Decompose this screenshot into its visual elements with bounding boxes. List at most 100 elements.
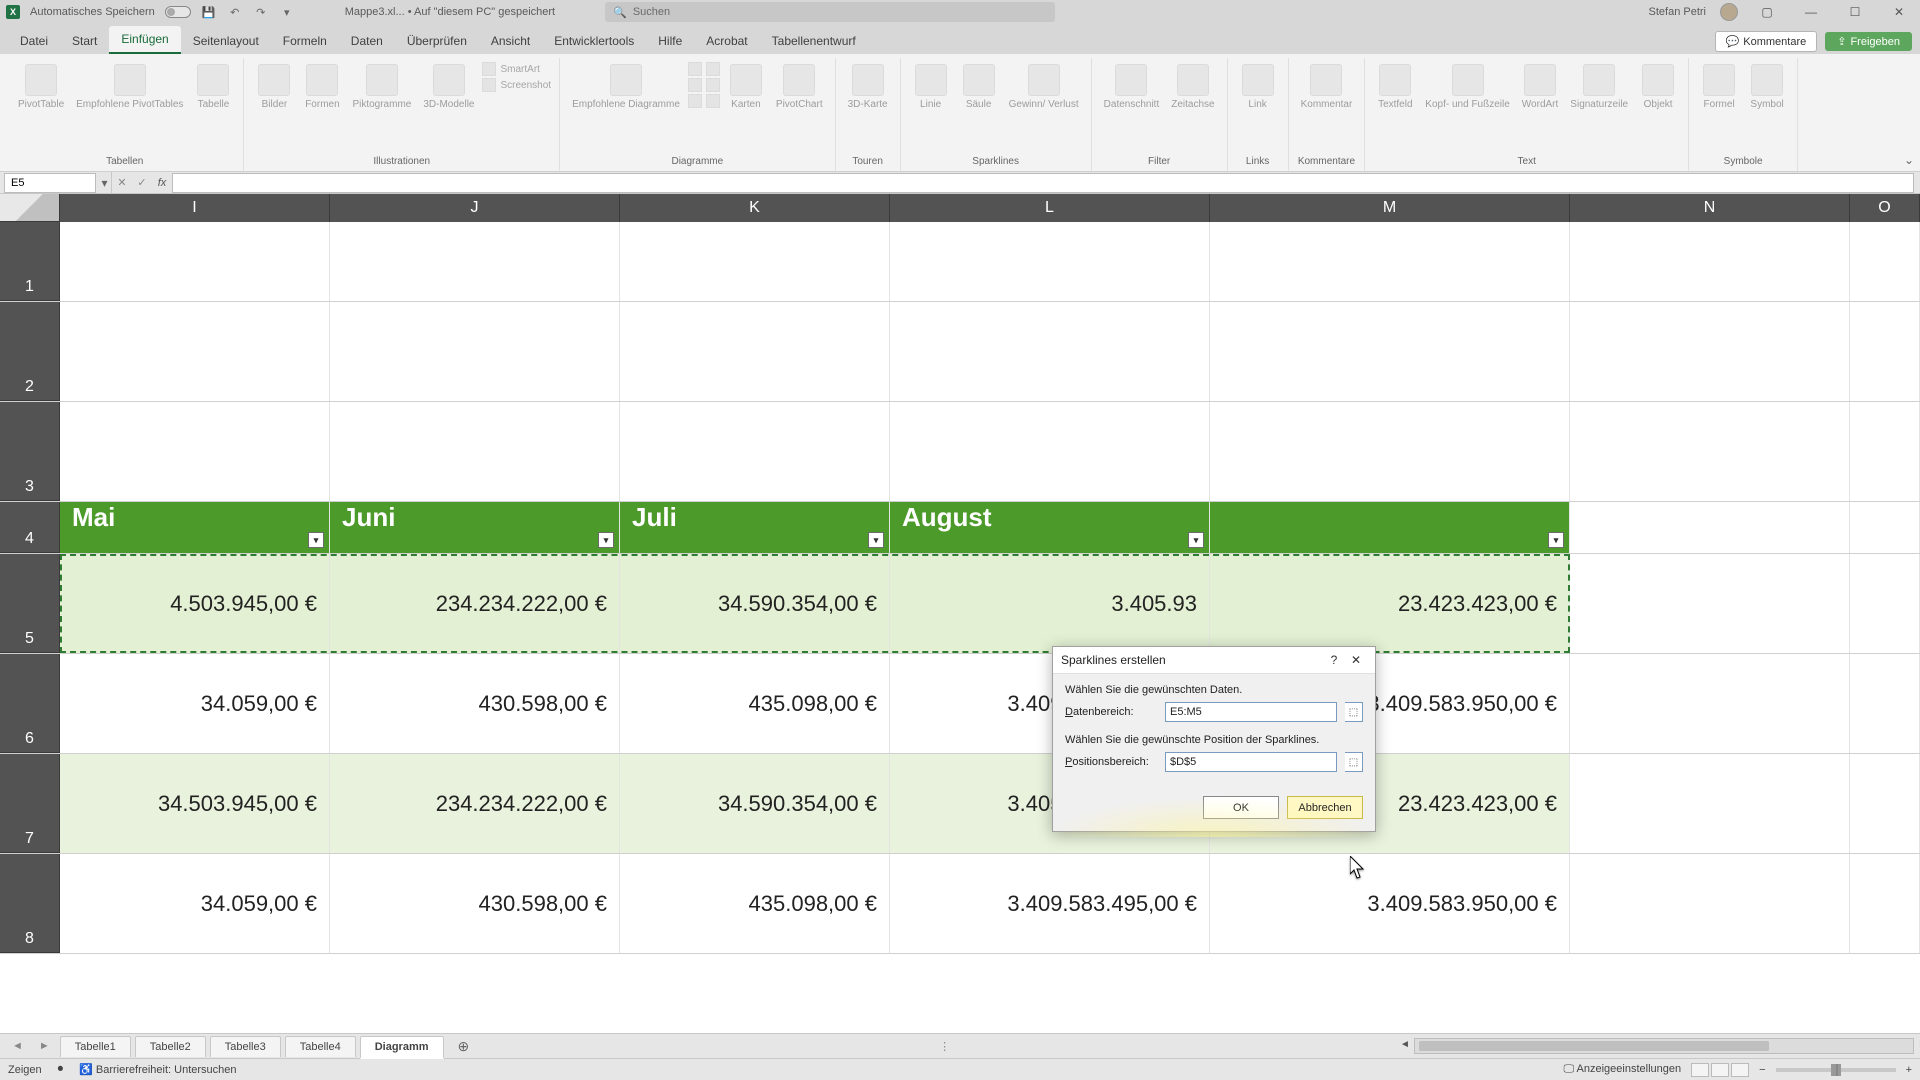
ribbon-tab-seitenlayout[interactable]: Seitenlayout	[181, 28, 271, 54]
macro-record-icon[interactable]: ⏺	[58, 1063, 64, 1076]
ribbon-tab-ueberpruefen[interactable]: Überprüfen	[395, 28, 479, 54]
table-header-cell[interactable]: Juli▾	[620, 502, 890, 553]
cmd-kommentar[interactable]: Kommentar	[1297, 62, 1357, 112]
dialog-close-icon[interactable]: ✕	[1345, 653, 1367, 667]
ribbon-tab-acrobat[interactable]: Acrobat	[694, 28, 759, 54]
display-settings[interactable]: 🖵 Anzeigeeinstellungen	[1563, 1063, 1681, 1076]
cmd-zeitachse[interactable]: Zeitachse	[1167, 62, 1218, 112]
cell[interactable]: 23.423.423,00 €	[1210, 554, 1570, 653]
cmd-formen[interactable]: Formen	[300, 62, 344, 112]
cell[interactable]: 3.405.93	[890, 554, 1210, 653]
add-sheet-icon[interactable]: ⊕	[448, 1038, 480, 1055]
view-page-layout-icon[interactable]	[1711, 1063, 1729, 1077]
view-normal-icon[interactable]	[1691, 1063, 1709, 1077]
cell[interactable]: 435.098,00 €	[620, 854, 890, 953]
cmd-3d-modelle[interactable]: 3D-Modelle	[419, 62, 478, 112]
row-header[interactable]: 4	[0, 502, 60, 553]
kommentare-button[interactable]: 💬 Kommentare	[1715, 31, 1818, 52]
cmd-chart-3[interactable]	[688, 94, 702, 108]
ribbon-tab-hilfe[interactable]: Hilfe	[646, 28, 694, 54]
ribbon-tab-einfuegen[interactable]: Einfügen	[109, 26, 180, 54]
cmd-pivotchart[interactable]: PivotChart	[772, 62, 827, 112]
cmd-textfeld[interactable]: Textfeld	[1373, 62, 1417, 112]
dialog-help-icon[interactable]: ?	[1323, 653, 1345, 667]
grid-body[interactable]: 1 2 3 4 Mai▾ Juni▾ Juli▾ August▾ ▾ 5 4.	[0, 222, 1920, 954]
cmd-empf-pivot[interactable]: Empfohlene PivotTables	[72, 62, 187, 112]
cmd-3d-karte[interactable]: 3D-Karte	[844, 62, 892, 112]
col-header[interactable]: M	[1210, 194, 1570, 222]
cell[interactable]: 3.409.583.950,00 €	[1210, 854, 1570, 953]
filter-dropdown-icon[interactable]: ▾	[598, 532, 614, 548]
cell[interactable]: 34.590.354,00 €	[620, 554, 890, 653]
cell[interactable]: 34.590.354,00 €	[620, 754, 890, 853]
table-header-cell[interactable]: Juni▾	[330, 502, 620, 553]
filter-dropdown-icon[interactable]: ▾	[308, 532, 324, 548]
sheet-tab-active[interactable]: Diagramm	[360, 1036, 444, 1059]
cmd-sparkline-linie[interactable]: Linie	[909, 62, 953, 112]
tab-scroll-split-icon[interactable]: ⋮	[933, 1040, 956, 1053]
cmd-formel[interactable]: Formel	[1697, 62, 1741, 112]
table-header-cell[interactable]: ▾	[1210, 502, 1570, 553]
positionsbereich-input[interactable]: $D$5	[1165, 752, 1337, 772]
sheet-tab[interactable]: Tabelle4	[285, 1036, 356, 1057]
cmd-sparkline-saeule[interactable]: Säule	[957, 62, 1001, 112]
cmd-piktogramme[interactable]: Piktogramme	[348, 62, 415, 112]
row-header[interactable]: 3	[0, 402, 60, 501]
sheet-tab[interactable]: Tabelle1	[60, 1036, 131, 1057]
scroll-left-icon[interactable]: ◄	[1397, 1039, 1413, 1053]
dialog-titlebar[interactable]: Sparklines erstellen ? ✕	[1053, 647, 1375, 674]
cmd-pivottable[interactable]: PivotTable	[14, 62, 68, 112]
ribbon-collapse-icon[interactable]: ⌄	[1904, 153, 1914, 167]
ribbon-tab-tabellenentwurf[interactable]: Tabellenentwurf	[760, 28, 868, 54]
row-header[interactable]: 8	[0, 854, 60, 953]
freigeben-button[interactable]: ⇪ Freigeben	[1825, 32, 1912, 51]
window-close-icon[interactable]: ✕	[1884, 5, 1914, 19]
sheet-tab[interactable]: Tabelle2	[135, 1036, 206, 1057]
ribbon-tab-start[interactable]: Start	[60, 28, 109, 54]
window-minimize-icon[interactable]: —	[1796, 5, 1826, 19]
col-header[interactable]: N	[1570, 194, 1850, 222]
zoom-out-icon[interactable]: −	[1759, 1064, 1765, 1076]
ribbon-tab-formeln[interactable]: Formeln	[271, 28, 339, 54]
cell[interactable]: 3.409.583.495,00 €	[890, 854, 1210, 953]
cmd-chart-4[interactable]	[706, 62, 720, 76]
cmd-signatur[interactable]: Signaturzeile	[1566, 62, 1632, 112]
col-header[interactable]: J	[330, 194, 620, 222]
cmd-datenschnitt[interactable]: Datenschnitt	[1100, 62, 1164, 112]
row-header[interactable]: 1	[0, 222, 60, 301]
insert-function-icon[interactable]: fx	[152, 177, 172, 189]
formula-accept-icon[interactable]: ✓	[132, 176, 152, 189]
table-header-cell[interactable]: Mai▾	[60, 502, 330, 553]
qat-dropdown-icon[interactable]: ▾	[279, 6, 295, 19]
cmd-chart-1[interactable]	[688, 62, 702, 76]
horizontal-scrollbar[interactable]: ◄ ►	[1414, 1038, 1914, 1054]
cmd-chart-5[interactable]	[706, 78, 720, 92]
row-header[interactable]: 6	[0, 654, 60, 753]
scroll-thumb[interactable]	[1419, 1041, 1769, 1051]
range-select-icon[interactable]: ⬚	[1345, 702, 1363, 722]
select-all-corner[interactable]	[0, 194, 60, 222]
qat-undo-icon[interactable]: ↶	[227, 6, 243, 19]
ok-button[interactable]: OK	[1203, 796, 1279, 819]
cell[interactable]: 4.503.945,00 €	[60, 554, 330, 653]
ribbon-tab-daten[interactable]: Daten	[339, 28, 395, 54]
qat-save-icon[interactable]: 💾	[201, 6, 217, 19]
ribbon-display-icon[interactable]: ▢	[1752, 5, 1782, 19]
sheet-nav-next-icon[interactable]: ►	[33, 1040, 56, 1052]
cmd-objekt[interactable]: Objekt	[1636, 62, 1680, 112]
zoom-slider[interactable]	[1776, 1068, 1896, 1072]
cmd-wordart[interactable]: WordArt	[1518, 62, 1563, 112]
ribbon-tab-ansicht[interactable]: Ansicht	[479, 28, 542, 54]
col-header[interactable]: L	[890, 194, 1210, 222]
ribbon-tab-entwicklertools[interactable]: Entwicklertools	[542, 28, 646, 54]
name-box[interactable]: E5	[4, 173, 96, 193]
cmd-chart-6[interactable]	[706, 94, 720, 108]
cell[interactable]: 34.059,00 €	[60, 654, 330, 753]
cell[interactable]: 34.059,00 €	[60, 854, 330, 953]
table-header-cell[interactable]: August▾	[890, 502, 1210, 553]
filter-dropdown-icon[interactable]: ▾	[868, 532, 884, 548]
cmd-tabelle[interactable]: Tabelle	[191, 62, 235, 112]
cmd-chart-2[interactable]	[688, 78, 702, 92]
search-box[interactable]: 🔍 Suchen	[605, 2, 1055, 22]
col-header[interactable]: I	[60, 194, 330, 222]
